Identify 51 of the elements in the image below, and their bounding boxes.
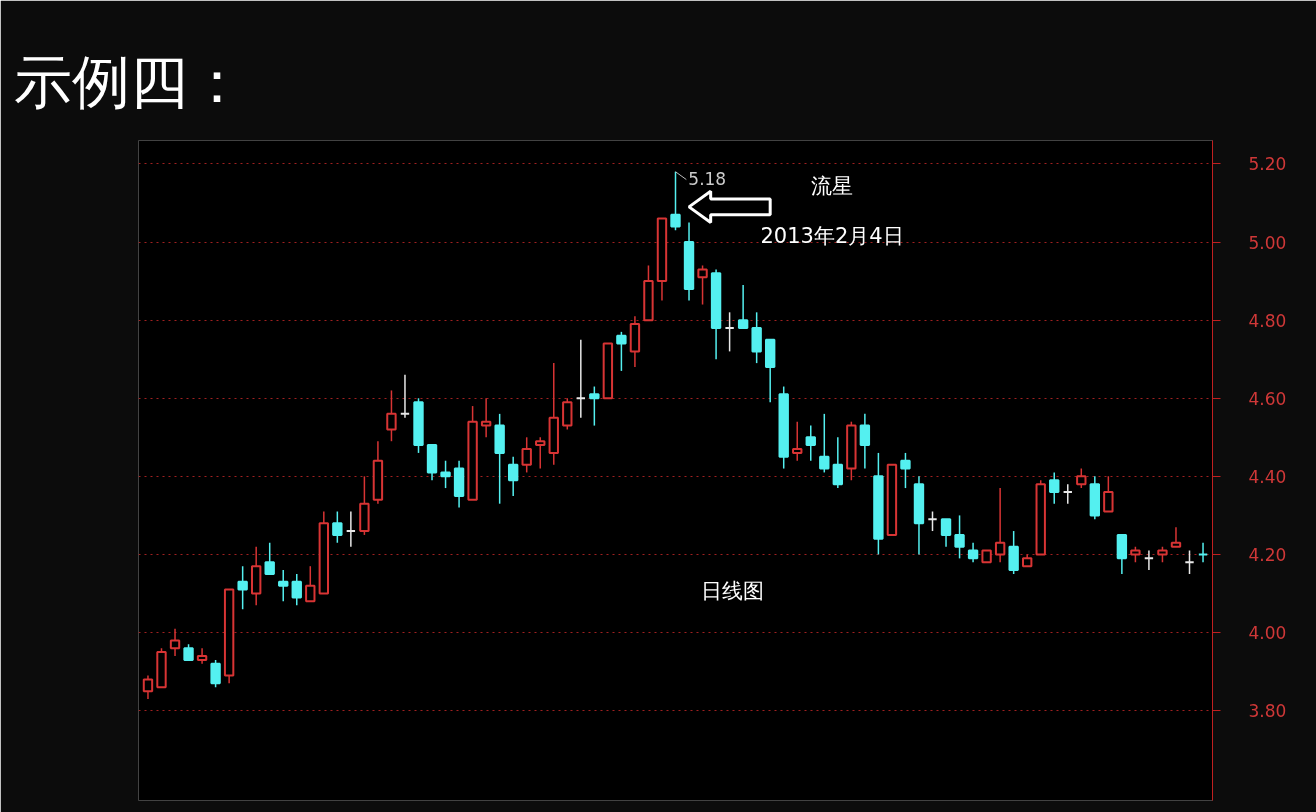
candlestick [967, 542, 979, 564]
candlestick [859, 413, 871, 470]
y-tick-label: 5.00 [1248, 232, 1287, 253]
candlestick [819, 413, 830, 474]
candlestick [305, 565, 316, 603]
y-tick-label: 4.60 [1248, 388, 1287, 409]
y-tick-label: 3.80 [1248, 701, 1287, 722]
candlestick [332, 510, 343, 544]
candlestick [507, 456, 519, 497]
candlestick [697, 264, 708, 306]
candlestick [751, 311, 762, 364]
y-tick-label: 4.80 [1248, 310, 1287, 331]
candlestick [386, 389, 397, 442]
candlestick [832, 436, 844, 489]
candlestick [1049, 471, 1060, 505]
candlestick [1008, 530, 1019, 575]
candlestick [792, 420, 803, 462]
candlestick [440, 459, 451, 489]
annotation: 2013年2月4日 [760, 223, 904, 248]
candlestick [954, 514, 965, 560]
candlestick [1170, 526, 1182, 548]
candlestick [237, 565, 248, 610]
candlestick [291, 573, 302, 606]
candlestick [278, 569, 289, 603]
y-tick-label: 4.00 [1248, 623, 1287, 644]
candlestick [480, 397, 492, 439]
candlestick [805, 424, 816, 462]
candlestick [994, 487, 1006, 564]
y-tick-label: 4.40 [1248, 466, 1287, 487]
candlestick [142, 674, 154, 700]
annotation: 日线图 [700, 578, 764, 603]
candlestick [169, 627, 181, 657]
candlestick [1076, 467, 1087, 489]
candlestick [562, 397, 573, 431]
candlestick [535, 436, 546, 470]
annotation: 流星 [810, 173, 853, 198]
y-tick-label: 5.20 [1248, 154, 1287, 175]
candlestick [900, 452, 911, 489]
chart-title: 示例四： [13, 47, 246, 116]
candlestick [210, 659, 221, 688]
candlestick [589, 385, 600, 427]
candlestick [940, 518, 952, 548]
candlestick [670, 170, 681, 232]
candlestick [521, 436, 532, 474]
candlestick [1116, 533, 1128, 575]
candlestick [1103, 475, 1114, 513]
candlestick [264, 542, 275, 575]
y-tick-label: 4.20 [1248, 544, 1287, 565]
candlestick [616, 331, 627, 372]
annotation: 5.18 [688, 168, 727, 189]
candlestick [737, 284, 749, 329]
